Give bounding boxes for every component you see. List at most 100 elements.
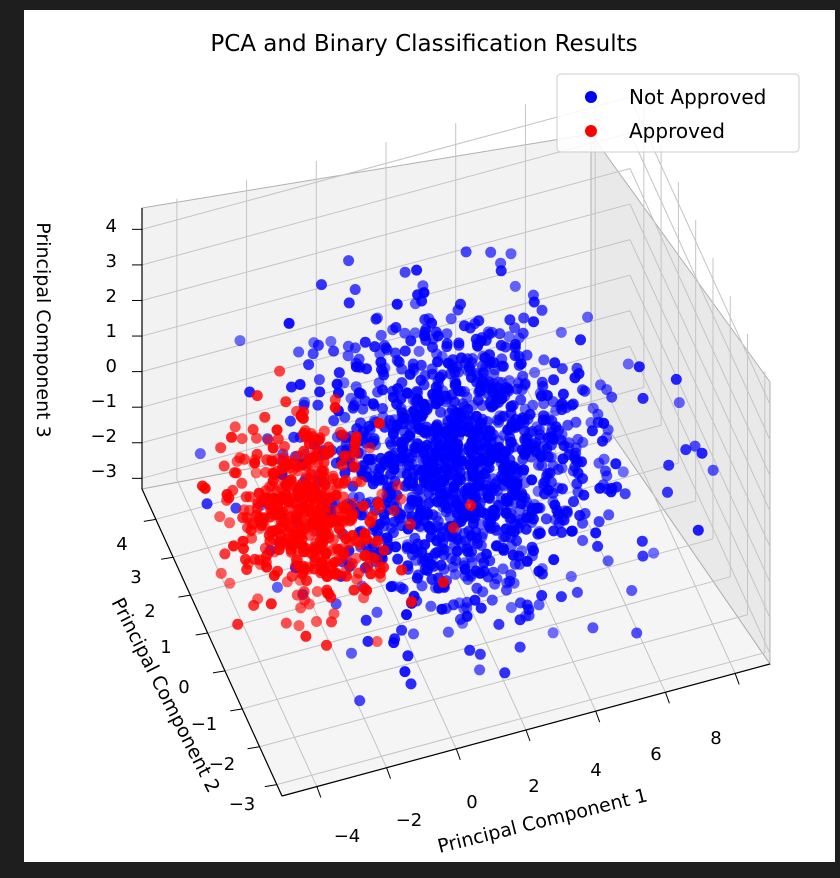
x-tick-label: 6 — [650, 744, 661, 765]
point-not-approved — [435, 406, 447, 418]
legend-label-not-approved: Not Approved — [629, 85, 766, 109]
point-not-approved — [631, 627, 643, 639]
point-not-approved — [271, 581, 283, 593]
point-approved — [248, 599, 260, 611]
point-not-approved — [538, 354, 550, 366]
point-not-approved — [408, 405, 420, 417]
y-tick-label: 4 — [116, 534, 127, 555]
point-not-approved — [467, 455, 479, 467]
point-approved — [279, 441, 290, 452]
point-approved — [335, 553, 347, 565]
x-tick-label: 0 — [466, 792, 477, 813]
point-not-approved — [395, 467, 407, 479]
x-tick-label: −4 — [334, 826, 361, 847]
point-not-approved — [587, 622, 599, 634]
point-approved — [378, 561, 390, 573]
point-approved — [325, 591, 337, 603]
gridline-z-side — [629, 274, 771, 583]
point-approved — [271, 424, 283, 436]
point-not-approved — [594, 482, 606, 494]
point-not-approved — [474, 664, 486, 676]
point-approved — [354, 539, 366, 551]
point-not-approved — [385, 581, 397, 593]
point-approved — [303, 438, 315, 450]
point-not-approved — [508, 441, 520, 453]
point-not-approved — [696, 447, 708, 459]
point-not-approved — [457, 617, 468, 629]
point-approved — [350, 431, 362, 443]
point-approved — [229, 421, 241, 433]
point-not-approved — [498, 429, 510, 441]
y-tick-label: −3 — [229, 794, 256, 815]
point-approved — [317, 514, 329, 526]
point-not-approved — [284, 415, 296, 427]
point-approved — [263, 434, 274, 446]
point-not-approved — [480, 361, 492, 373]
point-not-approved — [528, 316, 540, 328]
point-not-approved — [375, 329, 387, 341]
y-tick-mark — [143, 518, 156, 522]
point-not-approved — [529, 367, 541, 378]
point-approved — [267, 495, 279, 507]
point-not-approved — [556, 483, 568, 495]
point-not-approved — [593, 516, 605, 528]
point-approved — [286, 570, 298, 582]
point-approved — [224, 517, 236, 529]
figure: 4 3 2 1 0 −1 −2 −3 4 3 2 1 0 −1 −2 −3 −4… — [24, 10, 835, 862]
point-not-approved — [312, 399, 324, 411]
gridline-z-side — [629, 346, 771, 654]
point-not-approved — [505, 421, 517, 433]
point-not-approved — [575, 334, 586, 346]
point-not-approved — [463, 525, 475, 537]
point-approved — [267, 475, 279, 487]
z-tick-label: 4 — [106, 216, 117, 237]
point-not-approved — [442, 430, 453, 442]
x-tick-mark — [316, 786, 322, 798]
point-not-approved — [395, 403, 407, 414]
point-approved — [247, 424, 259, 435]
point-approved — [375, 571, 387, 583]
point-not-approved — [430, 582, 441, 594]
point-not-approved — [517, 327, 529, 339]
point-approved — [249, 553, 261, 565]
point-not-approved — [425, 600, 437, 612]
x-tick-label: −2 — [396, 810, 423, 831]
point-not-approved — [568, 450, 580, 462]
y-tick-label: −2 — [209, 754, 236, 775]
point-approved — [224, 577, 236, 589]
point-not-approved — [333, 367, 345, 379]
y-tick-mark — [230, 708, 243, 712]
point-approved — [348, 584, 360, 596]
point-not-approved — [438, 543, 450, 555]
point-not-approved — [314, 386, 326, 398]
legend: Not Approved Approved — [556, 73, 800, 153]
point-not-approved — [399, 327, 411, 339]
point-not-approved — [579, 385, 591, 397]
point-not-approved — [426, 573, 438, 585]
point-not-approved — [426, 524, 438, 536]
point-not-approved — [450, 487, 462, 499]
point-not-approved — [299, 396, 310, 408]
point-not-approved — [670, 373, 682, 385]
point-not-approved — [373, 377, 385, 389]
point-not-approved — [411, 572, 423, 584]
point-approved — [308, 499, 320, 511]
point-not-approved — [385, 439, 397, 450]
point-not-approved — [662, 486, 673, 498]
point-approved — [237, 535, 249, 547]
point-not-approved — [521, 555, 533, 567]
point-not-approved — [488, 378, 500, 390]
point-approved — [329, 402, 341, 413]
gridline-z-side — [629, 132, 771, 441]
point-not-approved — [419, 326, 431, 338]
point-approved — [272, 565, 283, 577]
point-approved — [392, 480, 404, 492]
point-not-approved — [485, 445, 497, 457]
point-not-approved — [571, 362, 583, 374]
point-not-approved — [288, 431, 300, 443]
point-not-approved — [343, 297, 355, 309]
point-not-approved — [557, 453, 569, 465]
point-not-approved — [413, 345, 425, 357]
point-approved — [309, 551, 321, 563]
point-not-approved — [328, 345, 340, 357]
